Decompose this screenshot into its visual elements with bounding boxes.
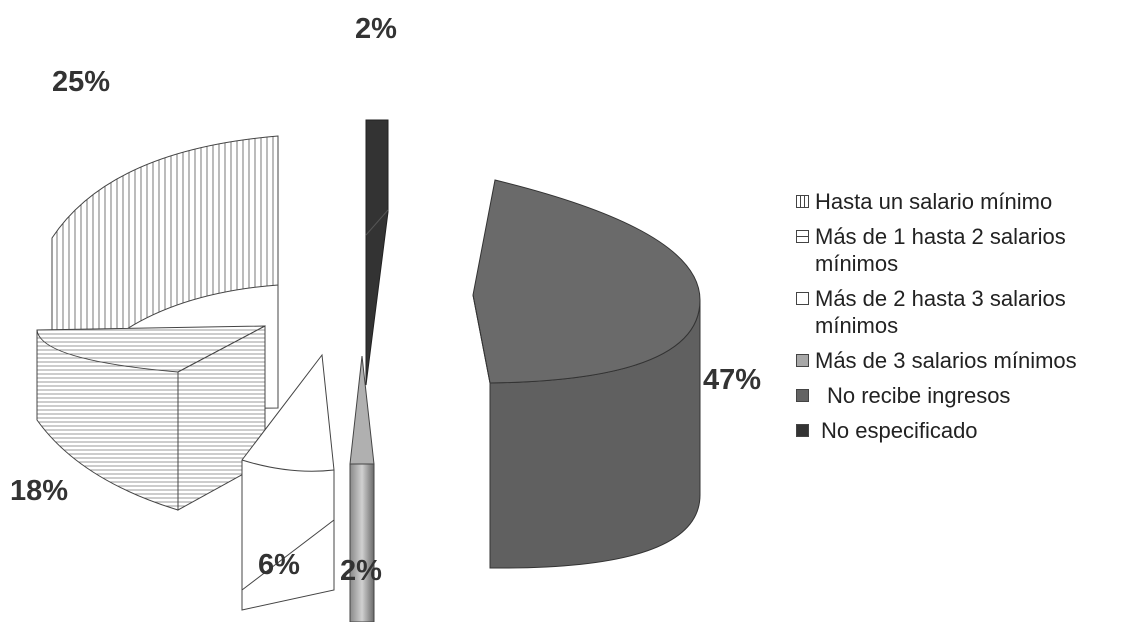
legend-swatch-mid-gray bbox=[796, 389, 809, 402]
legend-label: No recibe ingresos bbox=[827, 383, 1011, 408]
slice-no-especificado bbox=[365, 119, 389, 386]
legend-item: Más de 3 salarios mínimos bbox=[796, 347, 1138, 374]
legend-swatch-vertical-lines bbox=[796, 195, 809, 208]
legend-item: Más de 1 hasta 2 salarios mínimos bbox=[796, 223, 1138, 277]
legend-swatch-white bbox=[796, 292, 809, 305]
legend-item: No especificado bbox=[796, 417, 1138, 444]
legend-swatch-horizontal-lines bbox=[796, 230, 809, 243]
legend-label: Hasta un salario mínimo bbox=[815, 189, 1053, 214]
legend-item: Más de 2 hasta 3 salarios mínimos bbox=[796, 285, 1138, 339]
data-label-mas-de-2-hasta-3: 6% bbox=[258, 549, 300, 581]
legend-swatch-dark bbox=[796, 424, 809, 437]
legend-label: Más de 1 hasta 2 salarios mínimos bbox=[815, 224, 1066, 276]
slice-mas-de-3 bbox=[349, 355, 375, 622]
legend-label: No especificado bbox=[821, 418, 978, 443]
data-label-mas-de-3: 2% bbox=[340, 555, 382, 587]
legend-item: Hasta un salario mínimo bbox=[796, 188, 1138, 215]
legend-label: Más de 3 salarios mínimos bbox=[815, 348, 1077, 373]
data-label-hasta-un-salario: 25% bbox=[52, 66, 110, 98]
slice-no-recibe-ingresos bbox=[472, 179, 701, 569]
data-label-no-recibe-ingresos: 47% bbox=[703, 364, 761, 396]
slice-mas-de-2-hasta-3 bbox=[241, 353, 335, 611]
legend-label: Más de 2 hasta 3 salarios mínimos bbox=[815, 286, 1066, 338]
slice-mas-de-1-hasta-2 bbox=[36, 325, 266, 511]
legend-swatch-light-gray bbox=[796, 354, 809, 367]
chart-legend: Hasta un salario mínimo Más de 1 hasta 2… bbox=[796, 188, 1138, 452]
data-label-no-especificado: 2% bbox=[355, 13, 397, 45]
legend-item: No recibe ingresos bbox=[796, 382, 1138, 409]
data-label-mas-de-1-hasta-2: 18% bbox=[10, 475, 68, 507]
